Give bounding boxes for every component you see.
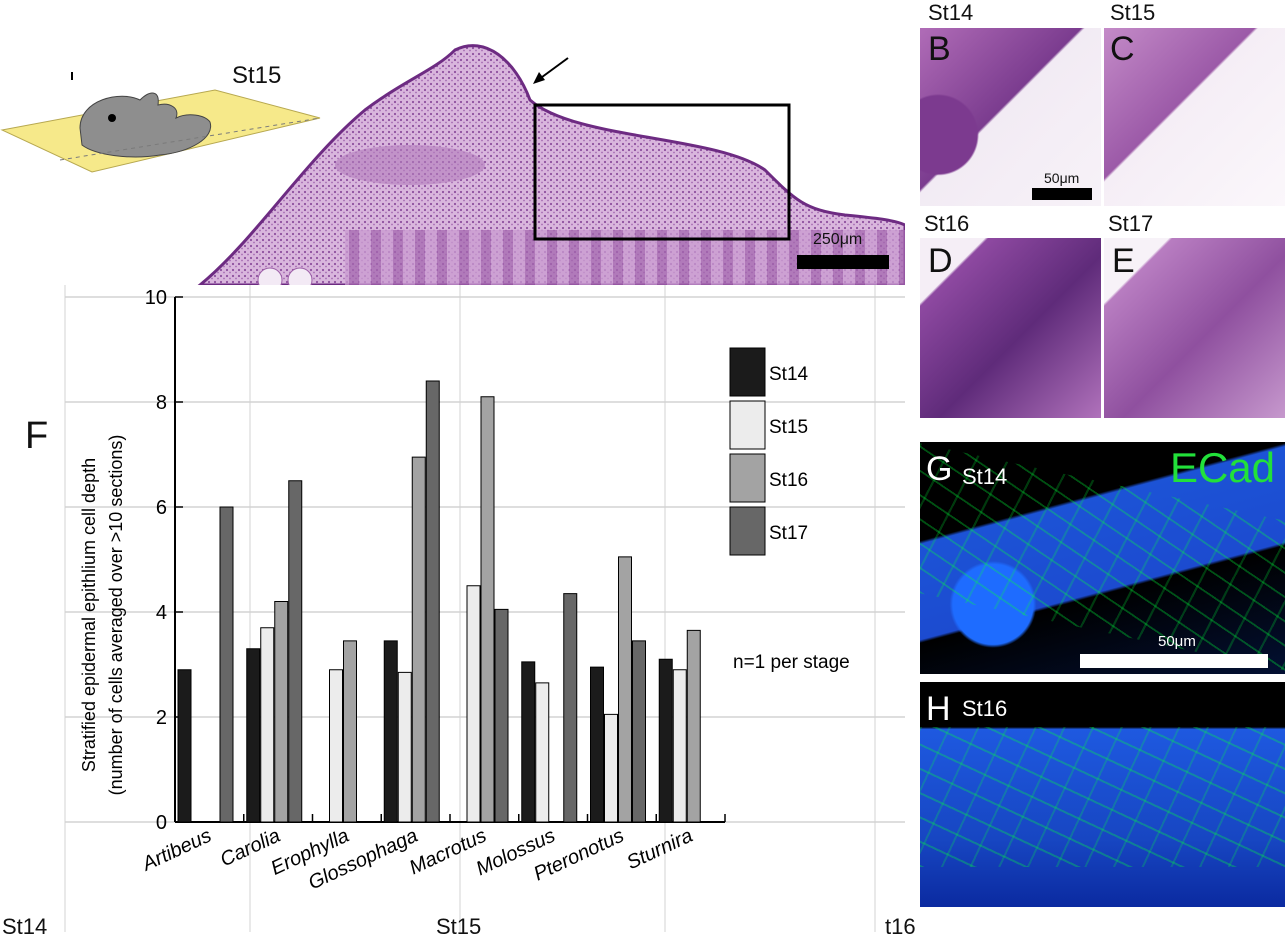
fluo-panel-g-scale-label: 50μm — [1158, 633, 1196, 650]
panel-a-stage-label: St15 — [232, 62, 282, 89]
bottom-cutoff-label-2: St15 — [436, 914, 482, 939]
bar-sturnira-st16 — [686, 629, 701, 823]
bar-molossus-st17 — [563, 593, 578, 823]
bottom-cutoff-label-1: St14 — [2, 914, 48, 939]
bar-pteronotus-st16 — [618, 556, 632, 823]
chart-legend: St14 St15 St16 St17 — [729, 347, 809, 556]
bar-molossus-st15 — [535, 682, 550, 823]
panel-a: St15 250μm — [0, 0, 905, 285]
y-tick-label: 0 — [156, 812, 167, 834]
fluo-panel-h-membrane-stain — [920, 727, 1285, 867]
fluo-panel-g-letter: G — [926, 450, 953, 488]
bar-glossophaga-st14 — [383, 640, 398, 823]
x-tick-label: Sturnira — [623, 825, 696, 875]
bar-artibeus-st14 — [177, 669, 192, 823]
bottom-cutoff-label-3: t16 — [885, 914, 916, 939]
legend-label-st15: St15 — [769, 417, 808, 438]
chart-bars — [177, 380, 701, 823]
micro-panel-d: D — [920, 238, 1101, 418]
micro-panel-e-stage: St17 — [1108, 211, 1154, 236]
bar-erophylla-st15 — [329, 669, 343, 823]
fluo-panel-g-stage: St14 — [962, 464, 1008, 489]
legend-swatch-st17 — [729, 506, 766, 556]
legend-swatch-st14 — [729, 347, 766, 397]
legend-label-st17: St17 — [769, 523, 808, 544]
histology-section — [197, 44, 905, 285]
y-tick-label: 2 — [156, 707, 167, 729]
bar-glossophaga-st15 — [397, 671, 412, 823]
bar-macrotus-st17 — [494, 608, 509, 823]
micro-panel-b: B 50μm — [920, 28, 1101, 206]
chart-ylabel-line2: (number of cells averaged over >10 secti… — [106, 435, 126, 796]
micro-panel-d-letter: D — [928, 242, 953, 280]
bar-pteronotus-st17 — [632, 640, 646, 823]
y-tick-label: 4 — [156, 602, 167, 624]
bar-erophylla-st16 — [343, 640, 357, 823]
panel-a-scale-bar — [797, 255, 889, 269]
bar-carolia-st14 — [246, 648, 261, 823]
micro-panel-b-scale-label: 50μm — [1044, 170, 1080, 186]
bar-glossophaga-st17 — [425, 380, 440, 823]
bar-pteronotus-st14 — [590, 666, 604, 823]
panel-f-letter: F — [25, 415, 49, 457]
micro-panel-b-stage: St14 — [928, 0, 974, 25]
bar-pteronotus-st15 — [604, 713, 618, 823]
fluo-panel-h-stage: St16 — [962, 696, 1008, 721]
bar-sturnira-st15 — [672, 669, 687, 823]
y-tick-label: 8 — [156, 392, 167, 414]
chart-ylabel-line1: Stratified epidermal epithlium cell dept… — [79, 458, 99, 772]
bar-sturnira-st14 — [658, 658, 673, 823]
fluo-panel-g-marker: ECad — [1169, 444, 1275, 491]
fluo-panel-g: G St14 ECad 50μm — [920, 442, 1285, 674]
micro-panel-b-letter: B — [928, 30, 951, 68]
bar-carolia-st16 — [274, 601, 289, 823]
legend-label-st14: St14 — [769, 364, 809, 385]
y-tick-label: 10 — [145, 287, 167, 309]
panel-a-scale-label: 250μm — [813, 231, 863, 248]
micro-panel-c-stage: St15 — [1110, 0, 1156, 25]
micro-panel-c: C — [1104, 28, 1285, 206]
micro-panel-e-letter: E — [1112, 242, 1135, 280]
y-tick-label: 6 — [156, 497, 167, 519]
legend-label-st16: St16 — [769, 470, 808, 491]
legend-swatch-st16 — [729, 453, 766, 503]
micro-panel-b-scale-bar — [1032, 188, 1092, 200]
bar-macrotus-st16 — [480, 396, 495, 823]
fluo-panel-h-letter: H — [926, 690, 951, 728]
chart-annotation: n=1 per stage — [733, 652, 850, 673]
bar-carolia-st17 — [288, 480, 303, 823]
bar-macrotus-st15 — [466, 585, 481, 823]
micro-panel-e: E — [1104, 238, 1285, 418]
micro-panel-d-stage: St16 — [924, 211, 970, 236]
micro-panel-c-letter: C — [1110, 30, 1135, 68]
bar-molossus-st14 — [521, 661, 536, 823]
bar-artibeus-st17 — [219, 506, 234, 823]
bar-glossophaga-st16 — [411, 456, 426, 823]
fluo-panel-g-scale-bar — [1080, 654, 1268, 668]
bar-carolia-st15 — [260, 627, 275, 823]
fluo-panel-h: H St16 — [920, 682, 1285, 907]
embryo-schematic — [0, 72, 321, 173]
legend-swatch-st15 — [729, 400, 766, 450]
x-tick-label: Artibeus — [138, 825, 215, 876]
